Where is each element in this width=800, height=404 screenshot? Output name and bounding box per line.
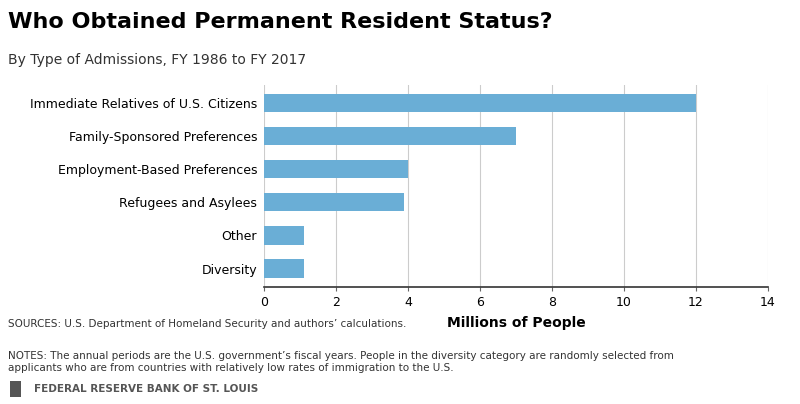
Text: NOTES: The annual periods are the U.S. government’s fiscal years. People in the : NOTES: The annual periods are the U.S. g… (8, 351, 674, 373)
X-axis label: Millions of People: Millions of People (446, 316, 586, 330)
Text: By Type of Admissions, FY 1986 to FY 2017: By Type of Admissions, FY 1986 to FY 201… (8, 53, 306, 67)
Bar (264, 127, 516, 145)
Bar (264, 193, 404, 211)
Text: SOURCES: U.S. Department of Homeland Security and authors’ calculations.: SOURCES: U.S. Department of Homeland Sec… (8, 319, 406, 329)
Bar (264, 94, 696, 112)
Bar (264, 226, 304, 244)
Bar (264, 160, 408, 179)
Bar (264, 259, 304, 278)
Text: FEDERAL RESERVE BANK OF ST. LOUIS: FEDERAL RESERVE BANK OF ST. LOUIS (34, 384, 258, 394)
Text: Who Obtained Permanent Resident Status?: Who Obtained Permanent Resident Status? (8, 12, 553, 32)
